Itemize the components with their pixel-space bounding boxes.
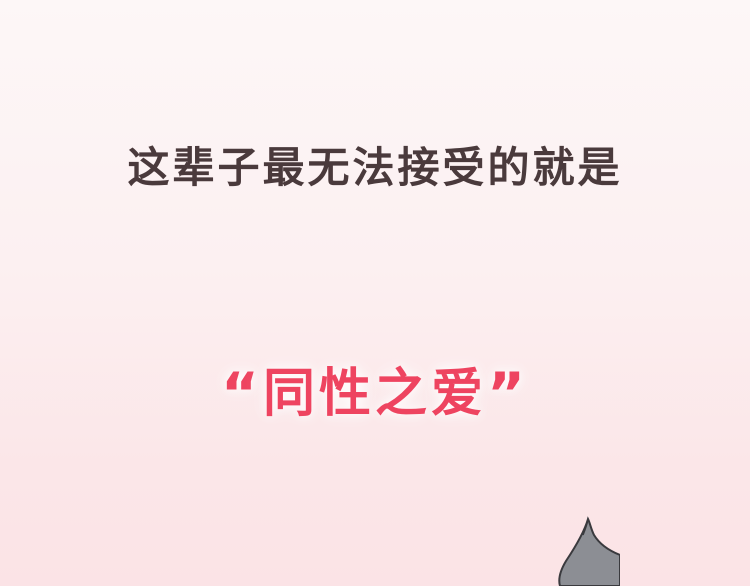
open-quote: “: [220, 360, 263, 428]
caption-line-1: 这辈子最无法接受的就是: [127, 143, 623, 192]
partial-character-silhouette-icon: [558, 516, 620, 586]
caption-line-2: “同性之爱”: [0, 360, 750, 428]
close-quote: ”: [487, 360, 530, 428]
caption-highlight-text: 同性之爱: [262, 364, 487, 424]
